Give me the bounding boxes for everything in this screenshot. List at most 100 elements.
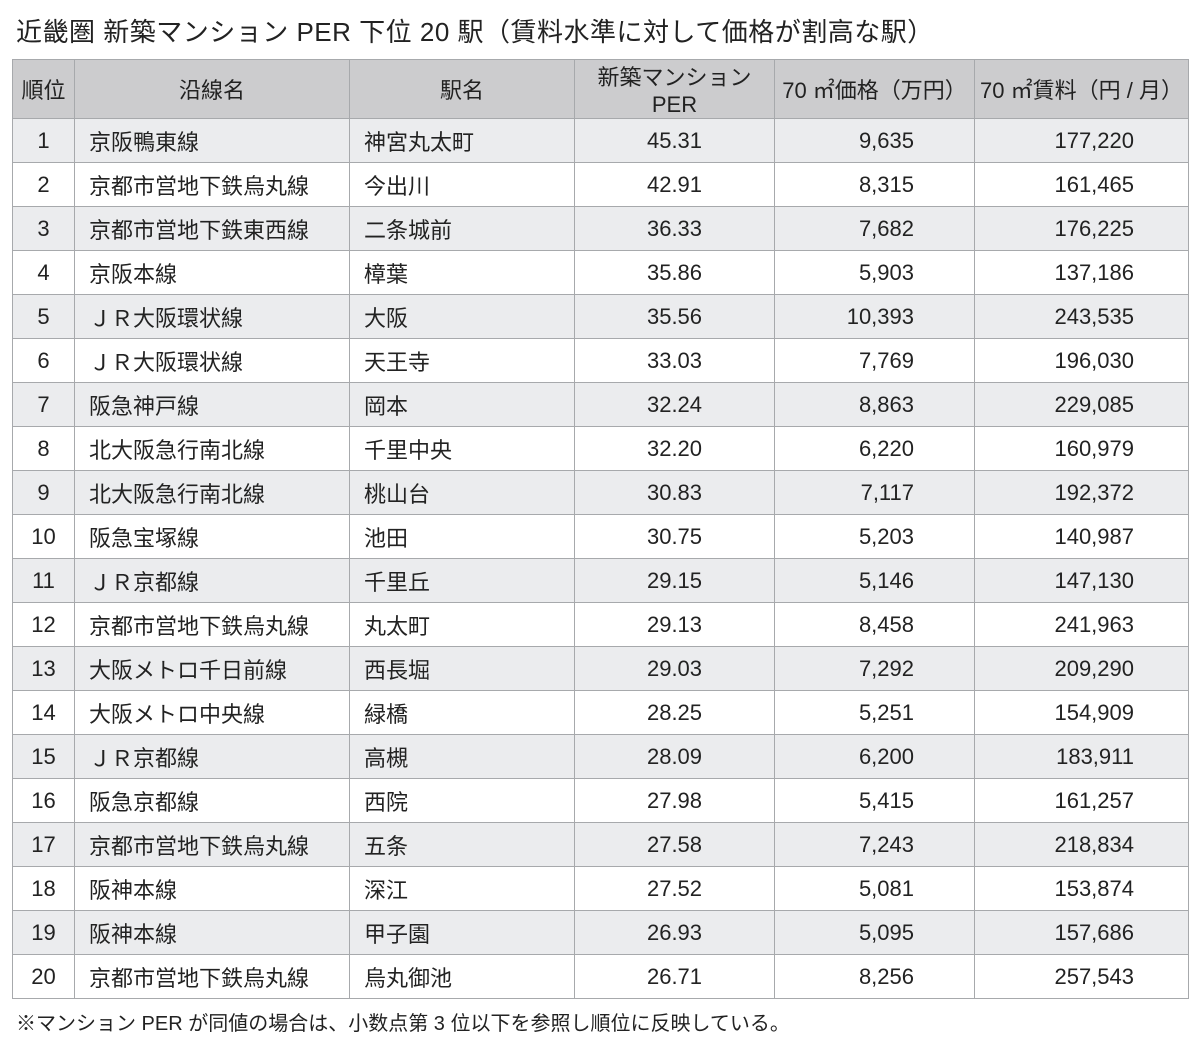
cell-rent: 243,535: [975, 295, 1189, 339]
table-row: 19阪神本線甲子園26.935,095157,686: [13, 911, 1189, 955]
cell-station: 二条城前: [350, 207, 575, 251]
cell-per: 27.98: [575, 779, 775, 823]
cell-station: 神宮丸太町: [350, 119, 575, 163]
cell-rent: 161,257: [975, 779, 1189, 823]
cell-rent: 157,686: [975, 911, 1189, 955]
cell-rent: 177,220: [975, 119, 1189, 163]
cell-station: 桃山台: [350, 471, 575, 515]
cell-line: 京都市営地下鉄烏丸線: [75, 603, 350, 647]
cell-line: 大阪メトロ千日前線: [75, 647, 350, 691]
cell-rent: 218,834: [975, 823, 1189, 867]
cell-rank: 14: [13, 691, 75, 735]
cell-rent: 147,130: [975, 559, 1189, 603]
col-header-rank: 順位: [13, 60, 75, 119]
cell-line: 阪急神戸線: [75, 383, 350, 427]
cell-line: ＪＲ京都線: [75, 735, 350, 779]
cell-price: 6,220: [775, 427, 975, 471]
cell-station: 天王寺: [350, 339, 575, 383]
cell-per: 35.86: [575, 251, 775, 295]
table-row: 7阪急神戸線岡本32.248,863229,085: [13, 383, 1189, 427]
table-row: 12京都市営地下鉄烏丸線丸太町29.138,458241,963: [13, 603, 1189, 647]
cell-price: 8,458: [775, 603, 975, 647]
cell-price: 5,203: [775, 515, 975, 559]
cell-rank: 9: [13, 471, 75, 515]
cell-station: 緑橋: [350, 691, 575, 735]
cell-rent: 209,290: [975, 647, 1189, 691]
cell-per: 29.13: [575, 603, 775, 647]
cell-per: 26.71: [575, 955, 775, 999]
cell-station: 今出川: [350, 163, 575, 207]
table-row: 8北大阪急行南北線千里中央32.206,220160,979: [13, 427, 1189, 471]
per-ranking-table: 順位 沿線名 駅名 新築マンション PER 70 ㎡価格（万円） 70 ㎡賃料（…: [12, 59, 1189, 999]
cell-station: 大阪: [350, 295, 575, 339]
cell-price: 9,635: [775, 119, 975, 163]
cell-station: 深江: [350, 867, 575, 911]
cell-rank: 20: [13, 955, 75, 999]
cell-rank: 4: [13, 251, 75, 295]
cell-line: ＪＲ大阪環状線: [75, 339, 350, 383]
cell-station: 丸太町: [350, 603, 575, 647]
cell-per: 26.93: [575, 911, 775, 955]
cell-per: 28.09: [575, 735, 775, 779]
cell-rank: 18: [13, 867, 75, 911]
cell-station: 五条: [350, 823, 575, 867]
col-header-per: 新築マンション PER: [575, 60, 775, 119]
cell-rent: 196,030: [975, 339, 1189, 383]
cell-per: 33.03: [575, 339, 775, 383]
cell-line: ＪＲ京都線: [75, 559, 350, 603]
cell-station: 西院: [350, 779, 575, 823]
cell-per: 29.15: [575, 559, 775, 603]
cell-station: 千里丘: [350, 559, 575, 603]
col-header-line: 沿線名: [75, 60, 350, 119]
cell-rank: 11: [13, 559, 75, 603]
cell-per: 45.31: [575, 119, 775, 163]
cell-line: 大阪メトロ中央線: [75, 691, 350, 735]
cell-rank: 10: [13, 515, 75, 559]
page-title: 近畿圏 新築マンション PER 下位 20 駅（賃料水準に対して価格が割高な駅）: [16, 12, 1188, 49]
cell-line: 京都市営地下鉄烏丸線: [75, 823, 350, 867]
table-row: 17京都市営地下鉄烏丸線五条27.587,243218,834: [13, 823, 1189, 867]
table-row: 4京阪本線樟葉35.865,903137,186: [13, 251, 1189, 295]
cell-line: 阪神本線: [75, 867, 350, 911]
cell-rent: 192,372: [975, 471, 1189, 515]
table-row: 2京都市営地下鉄烏丸線今出川42.918,315161,465: [13, 163, 1189, 207]
cell-line: 京都市営地下鉄烏丸線: [75, 955, 350, 999]
table-row: 1京阪鴨東線神宮丸太町45.319,635177,220: [13, 119, 1189, 163]
cell-line: 阪急京都線: [75, 779, 350, 823]
cell-per: 32.24: [575, 383, 775, 427]
table-row: 13大阪メトロ千日前線西長堀29.037,292209,290: [13, 647, 1189, 691]
cell-per: 27.58: [575, 823, 775, 867]
cell-line: ＪＲ大阪環状線: [75, 295, 350, 339]
cell-rank: 16: [13, 779, 75, 823]
cell-line: 阪神本線: [75, 911, 350, 955]
cell-rent: 229,085: [975, 383, 1189, 427]
cell-rank: 6: [13, 339, 75, 383]
cell-price: 7,117: [775, 471, 975, 515]
cell-per: 35.56: [575, 295, 775, 339]
table-row: 15ＪＲ京都線高槻28.096,200183,911: [13, 735, 1189, 779]
cell-per: 30.75: [575, 515, 775, 559]
cell-per: 42.91: [575, 163, 775, 207]
cell-rank: 5: [13, 295, 75, 339]
cell-per: 29.03: [575, 647, 775, 691]
footnote: ※マンション PER が同値の場合は、小数点第 3 位以下を参照し順位に反映して…: [16, 1007, 1188, 1036]
cell-rank: 17: [13, 823, 75, 867]
cell-price: 8,256: [775, 955, 975, 999]
cell-per: 27.52: [575, 867, 775, 911]
cell-line: 京都市営地下鉄東西線: [75, 207, 350, 251]
cell-price: 5,095: [775, 911, 975, 955]
cell-line: 京阪本線: [75, 251, 350, 295]
table-row: 5ＪＲ大阪環状線大阪35.5610,393243,535: [13, 295, 1189, 339]
cell-station: 高槻: [350, 735, 575, 779]
col-header-station: 駅名: [350, 60, 575, 119]
cell-line: 北大阪急行南北線: [75, 427, 350, 471]
cell-rent: 183,911: [975, 735, 1189, 779]
cell-rent: 140,987: [975, 515, 1189, 559]
col-header-price: 70 ㎡価格（万円）: [775, 60, 975, 119]
table-row: 3京都市営地下鉄東西線二条城前36.337,682176,225: [13, 207, 1189, 251]
cell-rank: 19: [13, 911, 75, 955]
table-row: 11ＪＲ京都線千里丘29.155,146147,130: [13, 559, 1189, 603]
cell-rank: 15: [13, 735, 75, 779]
cell-price: 8,863: [775, 383, 975, 427]
cell-rent: 241,963: [975, 603, 1189, 647]
